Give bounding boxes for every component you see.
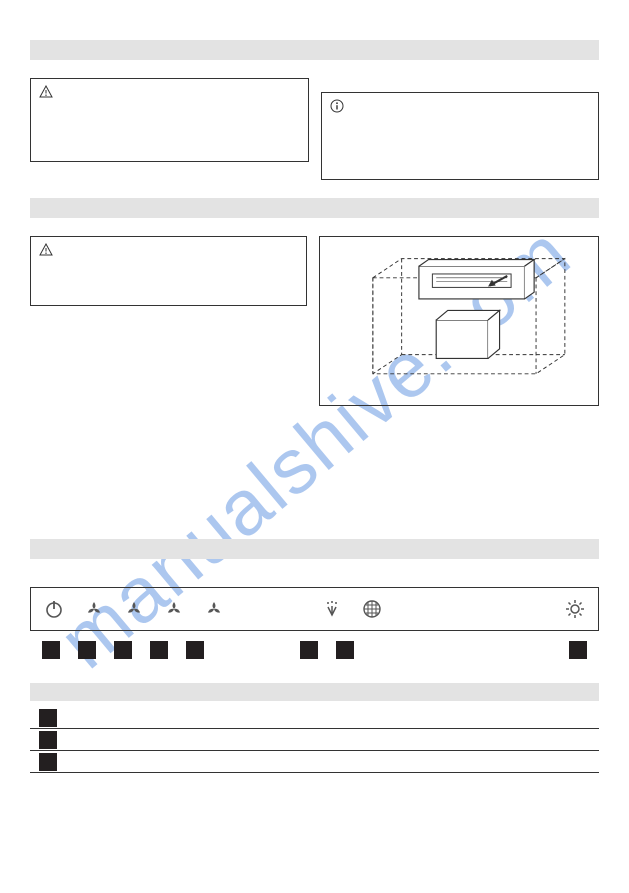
table-header-bar <box>30 683 599 701</box>
page-content <box>0 0 629 813</box>
info-box-1 <box>321 92 600 180</box>
spacer <box>30 424 599 539</box>
table-row <box>30 707 599 729</box>
fan3-icon <box>163 598 185 620</box>
section3-header-bar <box>30 539 599 559</box>
section1-header-bar <box>30 40 599 60</box>
num-2 <box>78 641 96 659</box>
control-panel <box>30 587 599 631</box>
control-number-row <box>30 641 599 659</box>
num-6 <box>300 641 318 659</box>
power-icon <box>43 598 65 620</box>
fan1-icon <box>83 598 105 620</box>
installation-diagram <box>332 249 587 393</box>
installation-diagram-box <box>319 236 600 406</box>
row-marker-3 <box>39 753 57 771</box>
row-marker-2 <box>39 731 57 749</box>
num-1 <box>42 641 60 659</box>
num-4 <box>150 641 168 659</box>
fan4-icon <box>203 598 225 620</box>
grid-icon <box>361 598 383 620</box>
num-8 <box>569 641 587 659</box>
table-row <box>30 729 599 751</box>
warning-box-1 <box>30 78 309 162</box>
num-3 <box>114 641 132 659</box>
spray-icon <box>321 598 343 620</box>
section1-boxes <box>30 78 599 180</box>
warning-icon <box>39 243 53 257</box>
table-row <box>30 751 599 773</box>
fan2-icon <box>123 598 145 620</box>
light-icon <box>564 598 586 620</box>
num-5 <box>186 641 204 659</box>
row-marker-1 <box>39 709 57 727</box>
section2-boxes <box>30 236 599 406</box>
num-7 <box>336 641 354 659</box>
section2-header-bar <box>30 198 599 218</box>
info-icon <box>330 99 344 113</box>
warning-box-2 <box>30 236 307 306</box>
warning-icon <box>39 85 53 99</box>
